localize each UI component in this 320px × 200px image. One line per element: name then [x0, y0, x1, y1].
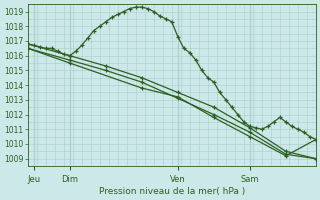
X-axis label: Pression niveau de la mer( hPa ): Pression niveau de la mer( hPa )	[99, 187, 245, 196]
